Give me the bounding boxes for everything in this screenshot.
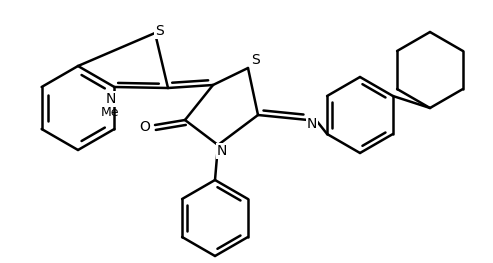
Text: N: N: [105, 92, 115, 106]
Text: N: N: [307, 117, 317, 131]
Text: N: N: [217, 144, 227, 158]
Text: O: O: [140, 120, 150, 134]
Text: S: S: [155, 24, 163, 38]
Text: Me: Me: [101, 107, 120, 119]
Text: S: S: [250, 53, 259, 67]
